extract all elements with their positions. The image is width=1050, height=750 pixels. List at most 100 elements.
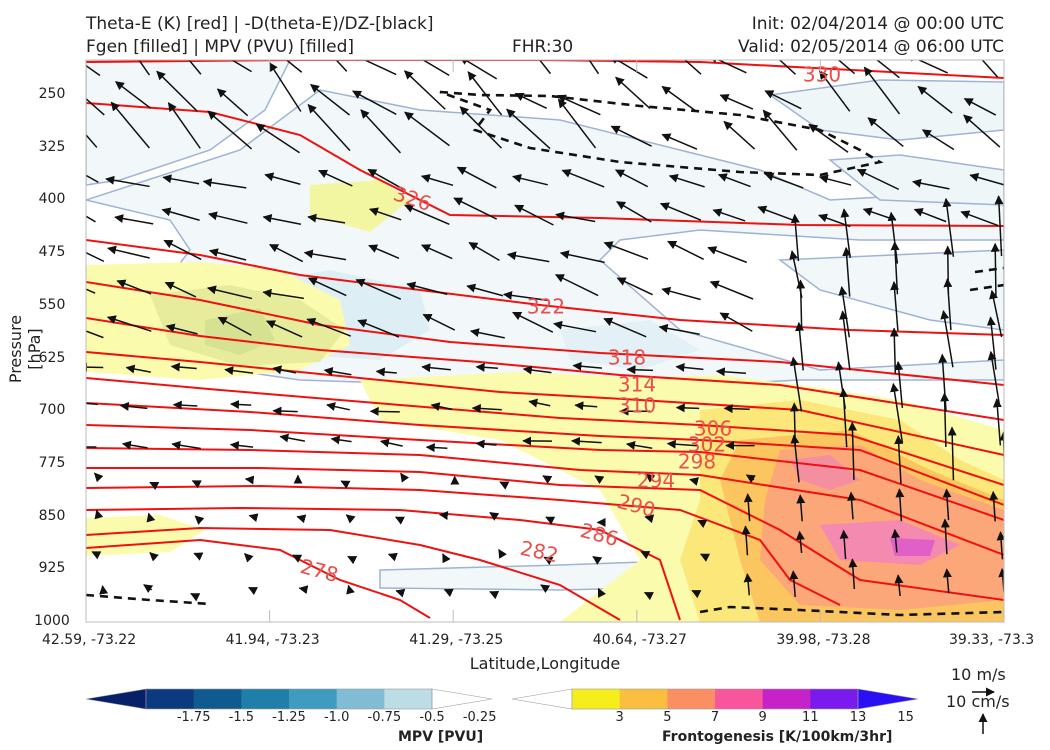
wind-vector <box>987 350 1001 406</box>
theta-e-contour-line <box>86 239 1004 336</box>
wind-vector <box>307 103 351 152</box>
y-tick-label: 250 <box>38 86 66 102</box>
wind-vector <box>661 85 697 112</box>
wind-vector <box>502 290 549 302</box>
wind-vector <box>543 556 554 565</box>
wind-vector <box>778 60 796 75</box>
wind-vector <box>106 315 152 332</box>
wind-vector <box>683 60 702 75</box>
colorbar-end <box>431 688 493 710</box>
chart-title-line2: Fgen [filled] | MPV (PVU) [filled] <box>86 37 355 57</box>
wind-vector <box>555 211 596 223</box>
theta-e-contour-line <box>86 506 681 621</box>
wind-vector <box>467 71 503 116</box>
wind-vector <box>675 403 700 413</box>
wind-vector <box>93 472 104 483</box>
wind-vector <box>659 202 702 221</box>
wind-vector <box>395 588 406 598</box>
wind-vector <box>420 174 454 187</box>
wind-vector <box>170 362 197 372</box>
wind-vector <box>326 402 350 411</box>
wind-vector <box>572 361 602 371</box>
wind-vector <box>790 434 800 483</box>
wind-vector <box>498 548 507 559</box>
wind-vector <box>894 435 904 484</box>
wind-vector <box>499 481 510 490</box>
wind-vector <box>86 97 105 116</box>
wind-key-horizontal-label: 10 m/s <box>951 665 1006 684</box>
wind-vector <box>528 398 551 408</box>
wind-vector <box>789 570 799 597</box>
wind-vector <box>764 90 802 110</box>
stability-contour-line <box>439 90 884 177</box>
wind-vector <box>400 472 410 483</box>
fgen-colorbar-tick: 9 <box>758 710 767 725</box>
wind-vector <box>553 320 597 333</box>
wind-vector <box>963 97 997 116</box>
theta-e-contour-line <box>86 484 841 606</box>
wind-vector <box>876 60 900 79</box>
wind-vector <box>404 204 450 226</box>
wind-vector <box>709 280 754 300</box>
colorbar-end <box>511 688 573 710</box>
wind-vector <box>403 70 446 110</box>
mpv-colorbar-tick: -0.25 <box>462 710 497 725</box>
wind-vector <box>86 174 99 183</box>
wind-vector <box>837 60 856 75</box>
wind-vector <box>796 494 806 522</box>
wind-vector <box>545 516 556 525</box>
wind-vector <box>994 195 1004 257</box>
wind-vector <box>667 240 705 260</box>
mpv-colorbar-tick: -1.5 <box>228 710 255 725</box>
wind-vector <box>110 101 150 149</box>
x-tick-label: 41.29, -73.25 <box>409 632 504 648</box>
colorbar-segment <box>762 689 811 709</box>
wind-vector <box>905 60 948 74</box>
wind-vector <box>570 436 602 446</box>
theta-e-contours <box>86 60 1004 621</box>
wind-vector <box>310 83 351 116</box>
wind-vector <box>190 593 201 602</box>
wind-vector <box>588 60 600 75</box>
wind-vector <box>469 328 505 339</box>
theta-e-contour-line <box>86 317 1004 421</box>
wind-vector <box>420 244 453 260</box>
wind-vector <box>522 365 552 375</box>
wind-vector <box>208 211 248 224</box>
wind-vector <box>206 285 253 300</box>
wind-vector <box>963 114 1001 148</box>
wind-vector <box>229 441 254 450</box>
wind-vector <box>86 133 98 148</box>
wind-vector <box>559 250 605 264</box>
wind-key-vertical-label: 10 cm/s <box>946 692 1010 711</box>
wind-vector <box>839 388 849 448</box>
filled-fields <box>86 60 1004 622</box>
wind-vector <box>675 362 704 372</box>
wind-vector <box>138 60 151 76</box>
wind-vector <box>86 215 96 223</box>
wind-vector <box>719 312 753 332</box>
wind-vector <box>554 274 599 297</box>
wind-vector <box>818 213 851 228</box>
wind-vector <box>615 76 651 109</box>
wind-vector <box>795 321 805 371</box>
colorbar-outline <box>145 688 433 710</box>
theta-e-contour-line <box>86 60 1004 79</box>
x-tick-label: 41.94, -73.23 <box>225 632 320 648</box>
wind-vector <box>421 363 451 373</box>
wind-vector <box>265 320 303 338</box>
wind-vector <box>121 440 148 450</box>
wind-vector <box>149 481 160 491</box>
wind-vector <box>248 513 259 523</box>
wind-vector <box>86 288 96 294</box>
wind-vector <box>715 367 747 377</box>
theta-e-contour-line <box>86 538 431 619</box>
wind-vector <box>165 323 198 335</box>
wind-vector <box>202 178 247 189</box>
wind-vector <box>796 279 806 331</box>
wind-vector <box>352 90 397 116</box>
wind-vector <box>913 208 947 223</box>
fgen-colorbar-tick: 11 <box>802 710 819 725</box>
mpv-colorbar-tick: -0.75 <box>367 710 402 725</box>
mpv-colorbar-tick: -1.75 <box>176 710 211 725</box>
